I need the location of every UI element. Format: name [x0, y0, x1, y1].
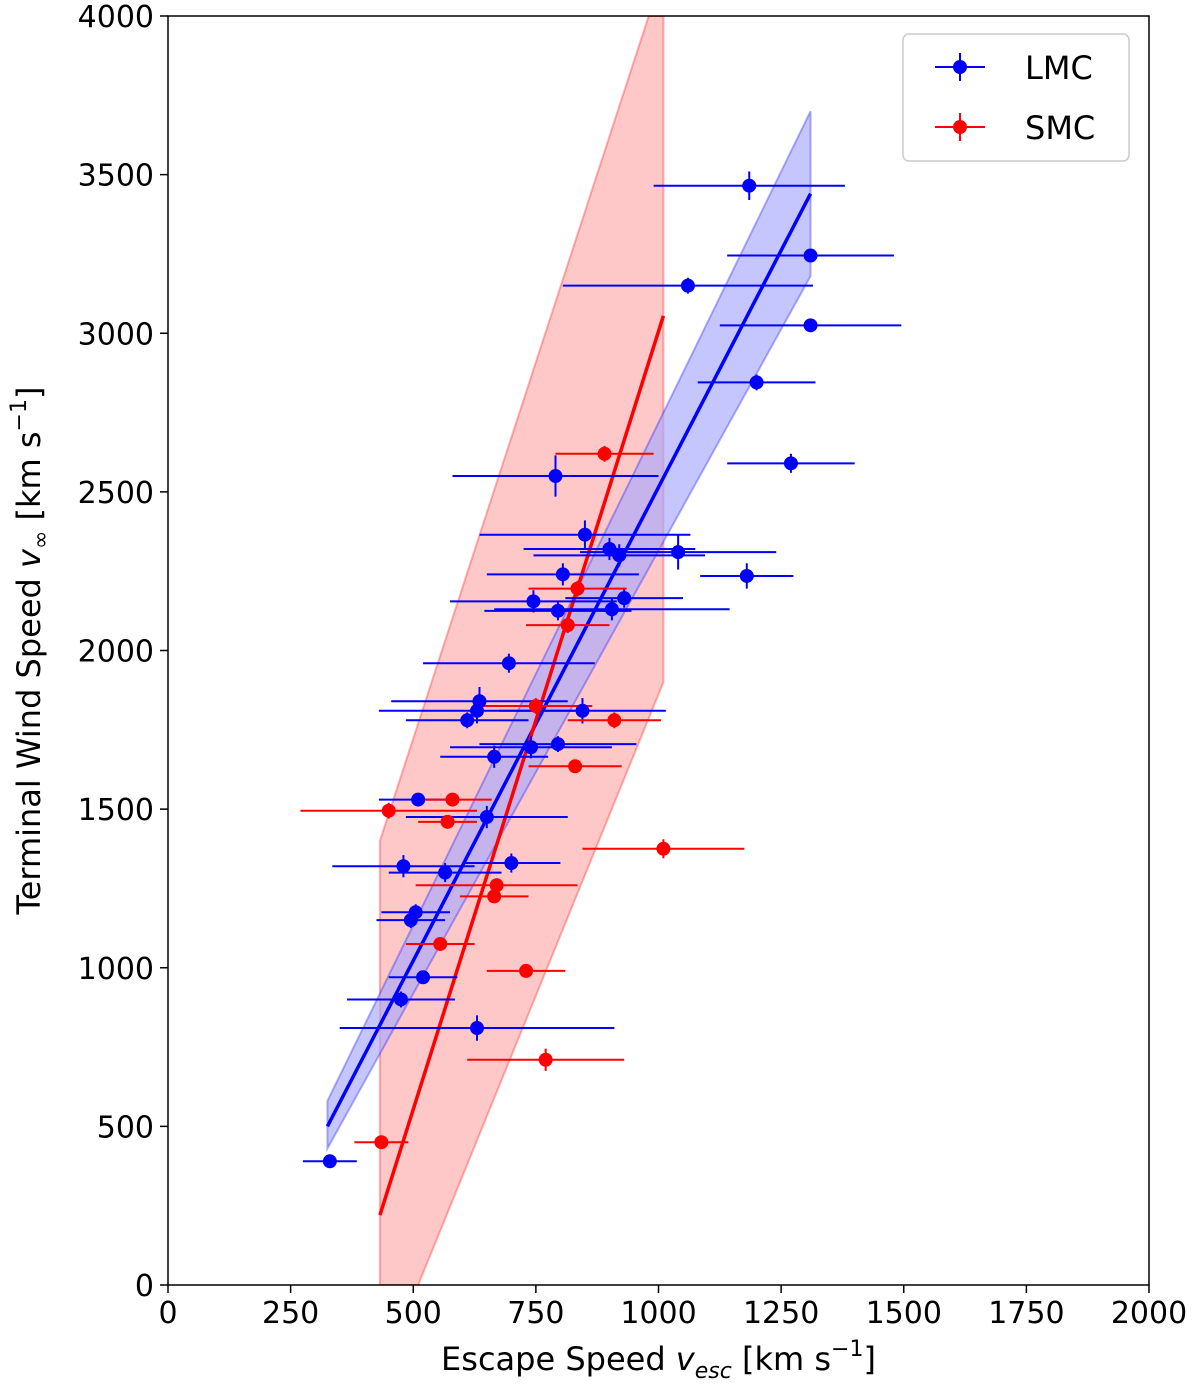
point-lmc: [487, 749, 502, 764]
point-smc: [374, 1135, 389, 1150]
point-lmc: [577, 527, 592, 542]
fit-line-lmc: [325, 192, 813, 1128]
point-lmc: [604, 602, 619, 617]
y-axis-ticks: 0 500 1000 1500 2000 2500 3000 3500 4000: [78, 0, 168, 1304]
legend-label-smc: SMC: [1025, 109, 1095, 147]
point-lmc: [322, 1154, 337, 1169]
y-tick-label: 3500: [78, 159, 154, 194]
y-tick-label: 2500: [78, 476, 154, 511]
x-axis-label: Escape Speed vesc [km s−1]: [441, 1337, 876, 1384]
point-lmc: [575, 703, 590, 718]
point-smc: [440, 814, 455, 829]
point-lmc: [550, 737, 565, 752]
x-tick-label: 1250: [743, 1296, 819, 1331]
point-lmc: [803, 248, 818, 263]
point-lmc: [617, 591, 632, 606]
point-lmc: [680, 278, 695, 293]
x-tick-label: 1500: [866, 1296, 942, 1331]
point-lmc: [612, 548, 627, 563]
y-tick-label: 500: [97, 1110, 154, 1145]
x-axis-ticks: 0 250 500 750 1000 1250 1500 1750 2000: [158, 1285, 1187, 1331]
fit-line-smc: [378, 315, 666, 1216]
y-axis-label: Terminal Wind Speed v∞ [km s−1]: [7, 387, 54, 916]
x-tick-label: 2000: [1111, 1296, 1187, 1331]
fit-bands: [326, 16, 812, 1285]
point-smc: [568, 759, 583, 774]
point-smc: [597, 446, 612, 461]
y-tick-label: 1000: [78, 952, 154, 987]
point-smc: [381, 803, 396, 818]
point-smc: [445, 792, 460, 807]
legend-swatch-lmc-marker: [953, 60, 967, 74]
point-smc: [607, 713, 622, 728]
point-smc: [487, 889, 502, 904]
x-tick-label: 0: [158, 1296, 177, 1331]
point-lmc: [548, 469, 563, 484]
y-tick-label: 2000: [78, 635, 154, 670]
x-tick-label: 1000: [620, 1296, 696, 1331]
x-tick-label: 500: [385, 1296, 442, 1331]
point-smc: [560, 618, 575, 633]
point-smc: [656, 841, 671, 856]
point-lmc: [671, 545, 686, 560]
point-lmc: [408, 905, 423, 920]
y-tick-label: 4000: [78, 0, 154, 35]
y-tick-label: 3000: [78, 317, 154, 352]
legend-entry-lmc: LMC: [935, 49, 1093, 87]
point-lmc: [393, 992, 408, 1007]
point-lmc: [523, 740, 538, 755]
point-lmc: [550, 603, 565, 618]
point-lmc: [526, 594, 541, 609]
point-lmc: [504, 856, 519, 871]
point-lmc: [460, 713, 475, 728]
point-smc: [519, 963, 534, 978]
x-tick-label: 750: [507, 1296, 564, 1331]
fit-band-smc: [378, 16, 665, 1285]
point-lmc: [472, 694, 487, 709]
point-smc: [528, 699, 543, 714]
point-lmc: [411, 792, 426, 807]
point-lmc: [438, 865, 453, 880]
legend: LMC SMC: [902, 33, 1130, 162]
point-lmc: [416, 970, 431, 985]
point-lmc: [739, 568, 754, 583]
point-smc: [489, 878, 504, 893]
legend-swatch-smc-marker: [953, 120, 967, 134]
data-points: [322, 178, 818, 1169]
legend-label-lmc: LMC: [1025, 49, 1093, 87]
point-lmc: [470, 1021, 485, 1036]
x-tick-label: 250: [262, 1296, 319, 1331]
y-tick-label: 1500: [78, 793, 154, 828]
point-lmc: [479, 810, 494, 825]
point-lmc: [555, 567, 570, 582]
point-lmc: [501, 656, 516, 671]
point-lmc: [749, 375, 764, 390]
point-smc: [538, 1052, 553, 1067]
point-lmc: [742, 178, 757, 193]
point-lmc: [783, 456, 798, 471]
point-lmc: [803, 318, 818, 333]
point-lmc: [396, 859, 411, 874]
legend-entry-smc: SMC: [935, 109, 1095, 147]
x-tick-label: 1750: [988, 1296, 1064, 1331]
point-smc: [570, 581, 585, 596]
fit-lines: [325, 192, 813, 1216]
point-smc: [433, 936, 448, 951]
y-tick-label: 0: [135, 1269, 154, 1304]
